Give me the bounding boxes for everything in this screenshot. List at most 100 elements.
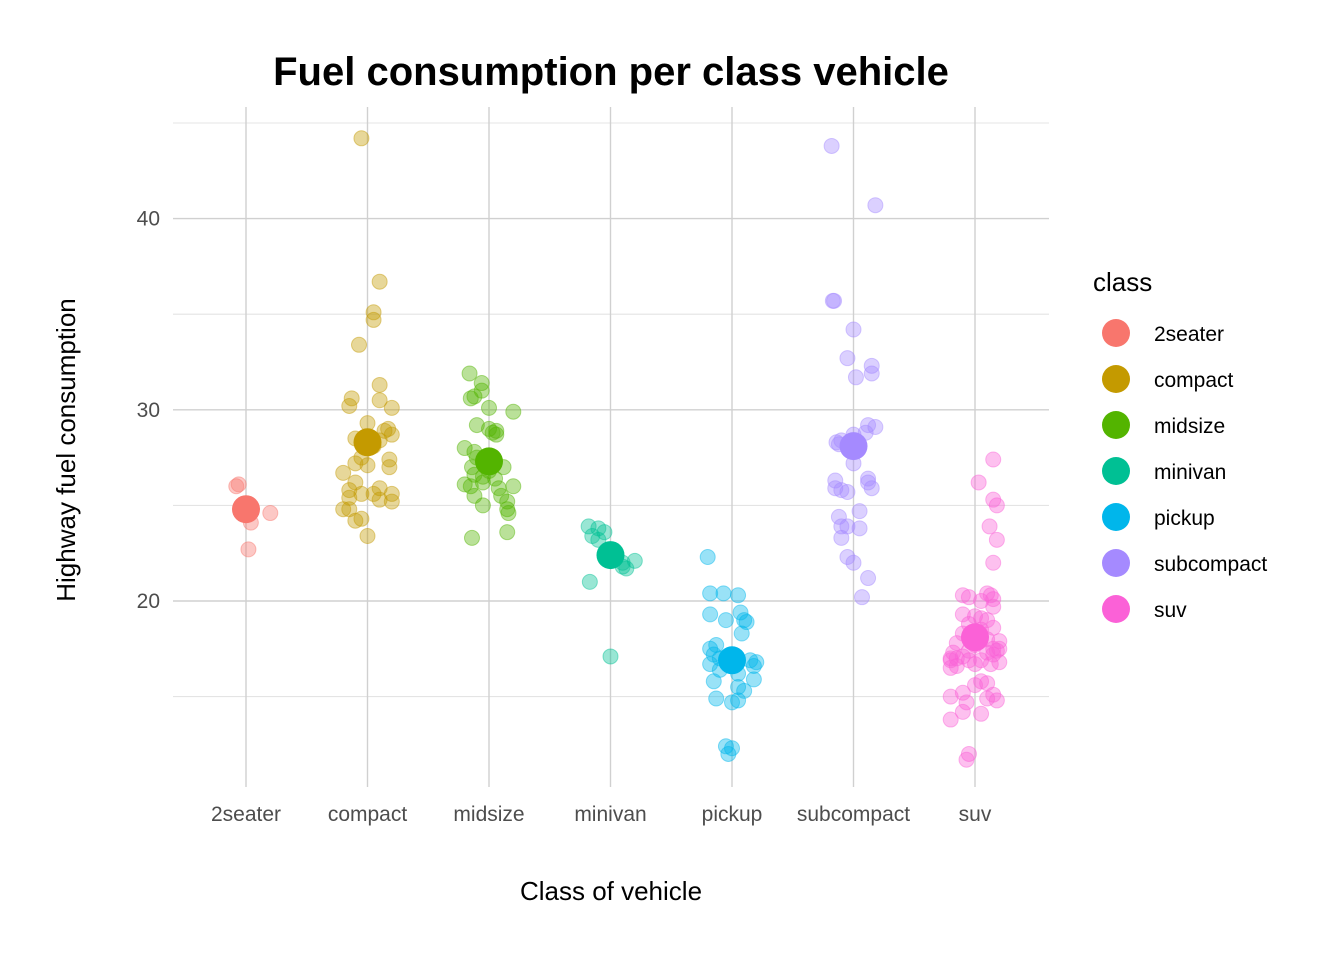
data-point xyxy=(988,531,1005,548)
legend: class 2seater compact midsize minivan pickup… xyxy=(1093,267,1267,623)
data-point xyxy=(824,292,841,309)
data-point xyxy=(474,497,491,514)
data-point xyxy=(967,656,983,673)
data-point xyxy=(699,549,716,566)
y-tick-label: 40 xyxy=(137,208,160,231)
data-point xyxy=(860,474,877,491)
x-tick-label: suv xyxy=(959,803,992,826)
data-point xyxy=(839,549,856,566)
data-point xyxy=(596,524,613,541)
data-point xyxy=(708,690,725,707)
x-tick-label: minivan xyxy=(574,803,646,826)
data-point xyxy=(958,751,975,768)
data-point xyxy=(982,587,999,604)
data-point xyxy=(839,350,856,367)
legend-label: compact xyxy=(1154,369,1234,392)
data-point xyxy=(262,505,279,522)
data-point xyxy=(991,633,1008,650)
data-point xyxy=(851,520,868,537)
data-point xyxy=(466,466,483,483)
x-axis-label: Class of vehicle xyxy=(520,876,702,906)
data-point xyxy=(985,619,1002,636)
legend-key xyxy=(1102,457,1130,485)
data-point xyxy=(383,426,400,443)
data-point xyxy=(985,491,1002,508)
data-point xyxy=(505,403,522,420)
data-point xyxy=(863,365,880,382)
data-point xyxy=(979,612,996,629)
data-point xyxy=(702,606,719,623)
data-point xyxy=(580,518,597,535)
data-point xyxy=(948,658,965,675)
data-point xyxy=(371,491,388,508)
data-point xyxy=(380,420,397,437)
data-point xyxy=(365,311,382,328)
data-point xyxy=(942,652,959,669)
mean-point xyxy=(232,495,260,524)
data-point xyxy=(826,292,843,309)
x-tick-label: midsize xyxy=(453,803,524,826)
data-point xyxy=(347,512,364,529)
data-point xyxy=(973,705,990,722)
data-point xyxy=(505,478,522,495)
data-point xyxy=(981,518,998,535)
data-point xyxy=(833,529,850,546)
data-point xyxy=(745,671,762,688)
data-point xyxy=(484,424,501,441)
legend-label: 2seater xyxy=(1154,323,1224,346)
data-point xyxy=(341,397,358,414)
data-point xyxy=(456,476,473,493)
data-point xyxy=(371,480,388,497)
data-point xyxy=(383,485,400,502)
data-point xyxy=(954,703,971,720)
data-point xyxy=(499,524,516,541)
data-point xyxy=(863,357,880,374)
y-tick-label: 20 xyxy=(137,590,160,613)
data-point xyxy=(945,644,962,661)
data-point xyxy=(240,541,257,558)
x-tick-label: pickup xyxy=(702,803,763,826)
data-point xyxy=(456,440,473,457)
data-point xyxy=(948,650,965,667)
data-point xyxy=(383,399,400,416)
y-tick-label: 30 xyxy=(137,399,160,422)
y-axis-ticks: 20 30 40 xyxy=(137,208,160,613)
x-axis-ticks: 2seater compact midsize minivan pickup subcom… xyxy=(211,803,992,826)
data-point xyxy=(845,554,862,571)
data-point xyxy=(851,503,868,520)
data-point xyxy=(353,130,370,147)
data-point xyxy=(988,497,1005,514)
data-point xyxy=(371,392,388,409)
data-point xyxy=(381,451,398,468)
mean-point xyxy=(961,623,989,652)
data-point xyxy=(463,529,480,546)
data-point xyxy=(982,656,999,673)
data-point xyxy=(823,137,840,154)
data-point xyxy=(353,485,370,502)
data-point xyxy=(724,740,740,757)
data-point xyxy=(942,688,959,705)
legend-label: subcompact xyxy=(1154,553,1267,576)
chart-title: Fuel consumption per class vehicle xyxy=(273,50,949,94)
data-point xyxy=(973,673,990,690)
legend-label: midsize xyxy=(1154,415,1225,438)
data-point xyxy=(715,585,732,602)
data-point xyxy=(335,464,352,481)
data-point xyxy=(353,510,370,527)
data-point xyxy=(462,390,479,407)
data-point xyxy=(748,654,765,671)
data-point xyxy=(341,501,358,518)
data-point xyxy=(991,654,1008,671)
data-point xyxy=(967,677,983,694)
data-point xyxy=(985,598,1002,615)
mean-point xyxy=(718,646,746,675)
legend-key xyxy=(1102,503,1130,531)
data-point xyxy=(359,527,376,544)
data-point xyxy=(970,474,987,491)
data-point xyxy=(867,197,884,214)
data-point xyxy=(702,640,719,657)
data-point xyxy=(985,640,1002,657)
data-point xyxy=(954,606,971,623)
data-point xyxy=(985,451,1002,468)
legend-key xyxy=(1102,319,1130,347)
